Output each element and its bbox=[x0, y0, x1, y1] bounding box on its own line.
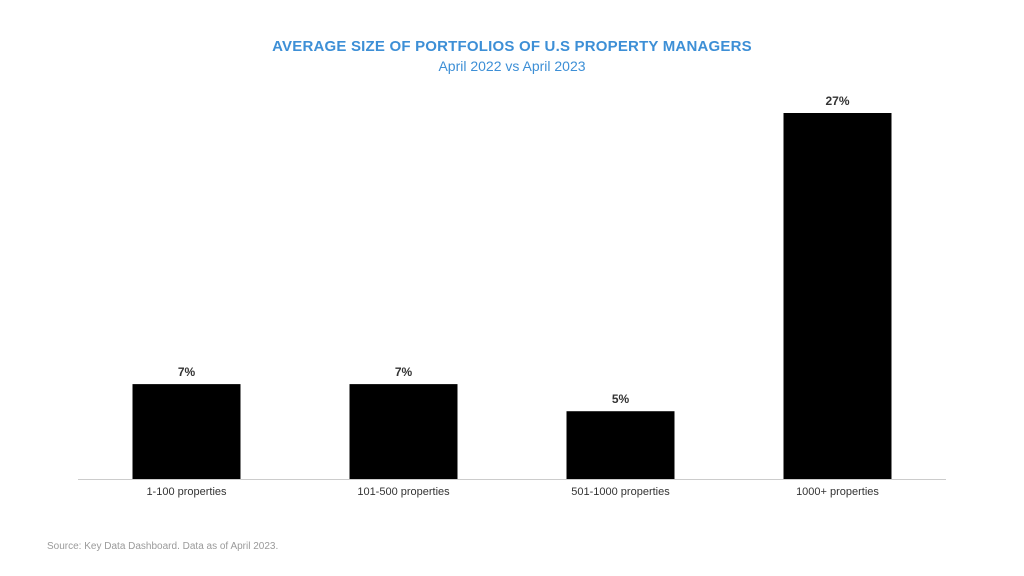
x-tick-label-2: 101-500 properties bbox=[357, 486, 450, 498]
bar-4 bbox=[783, 113, 892, 479]
bar-1 bbox=[132, 384, 241, 479]
x-tick-label-3: 501-1000 properties bbox=[571, 486, 670, 498]
chart-title: AVERAGE SIZE OF PORTFOLIOS OF U.S PROPER… bbox=[272, 38, 752, 55]
data-label-3: 5% bbox=[612, 392, 630, 406]
bar-3 bbox=[566, 411, 675, 479]
chart-subtitle: April 2022 vs April 2023 bbox=[438, 58, 586, 74]
data-label-2: 7% bbox=[395, 365, 413, 379]
source-note: Source: Key Data Dashboard. Data as of A… bbox=[47, 541, 279, 552]
x-tick-label-1: 1-100 properties bbox=[146, 486, 227, 498]
x-tick-label-4: 1000+ properties bbox=[796, 486, 879, 498]
data-label-1: 7% bbox=[178, 365, 196, 379]
bar-2 bbox=[349, 384, 458, 479]
data-label-4: 27% bbox=[825, 94, 849, 108]
